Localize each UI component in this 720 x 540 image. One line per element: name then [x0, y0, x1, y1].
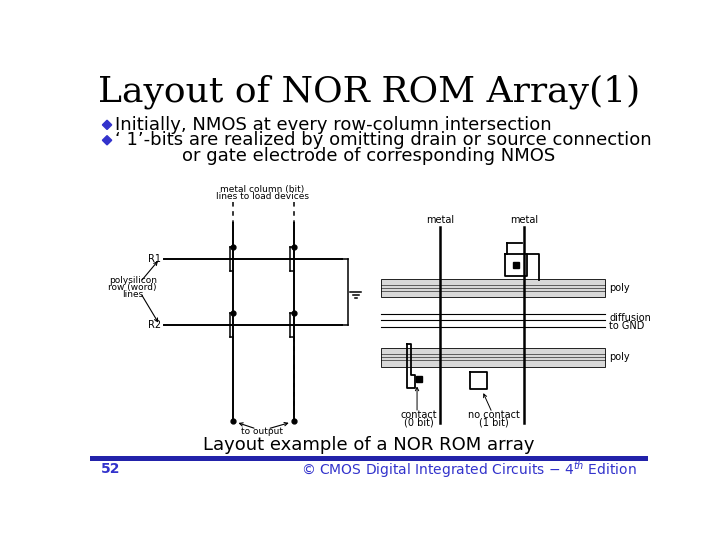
Bar — [513, 262, 519, 268]
Text: Layout of NOR ROM Array(1): Layout of NOR ROM Array(1) — [98, 75, 640, 109]
Text: metal column (bit): metal column (bit) — [220, 185, 304, 194]
Text: or gate electrode of corresponding NMOS: or gate electrode of corresponding NMOS — [182, 147, 556, 165]
Text: no contact: no contact — [468, 410, 520, 420]
Polygon shape — [102, 136, 112, 145]
Text: (1 bit): (1 bit) — [479, 418, 508, 428]
Text: poly: poly — [609, 353, 630, 362]
Text: 52: 52 — [101, 462, 120, 476]
Bar — [381, 279, 606, 298]
Text: metal: metal — [510, 215, 538, 225]
Text: metal: metal — [426, 215, 454, 225]
Bar — [415, 376, 422, 382]
Text: $\copyright$ CMOS Digital Integrated Circuits $-$ 4$^{th}$ Edition: $\copyright$ CMOS Digital Integrated Cir… — [302, 458, 637, 480]
Text: poly: poly — [609, 283, 630, 293]
Text: R2: R2 — [148, 320, 161, 330]
Text: R1: R1 — [148, 254, 161, 264]
Text: diffusion: diffusion — [609, 313, 651, 323]
Text: polysilicon: polysilicon — [109, 276, 157, 285]
Text: to output: to output — [241, 427, 283, 436]
Polygon shape — [102, 120, 112, 130]
Text: Initially, NMOS at every row-column intersection: Initially, NMOS at every row-column inte… — [114, 116, 552, 134]
Text: lines: lines — [122, 290, 143, 299]
Text: lines to load devices: lines to load devices — [215, 192, 309, 201]
Bar — [381, 348, 606, 367]
Text: row (word): row (word) — [109, 283, 157, 292]
Bar — [90, 456, 648, 461]
Text: (0 bit): (0 bit) — [404, 418, 433, 428]
Text: ‘ 1’-bits are realized by omitting drain or source connection: ‘ 1’-bits are realized by omitting drain… — [114, 131, 652, 149]
Text: contact: contact — [400, 410, 437, 420]
Text: to GND: to GND — [609, 321, 644, 331]
Text: Layout example of a NOR ROM array: Layout example of a NOR ROM array — [203, 436, 535, 454]
